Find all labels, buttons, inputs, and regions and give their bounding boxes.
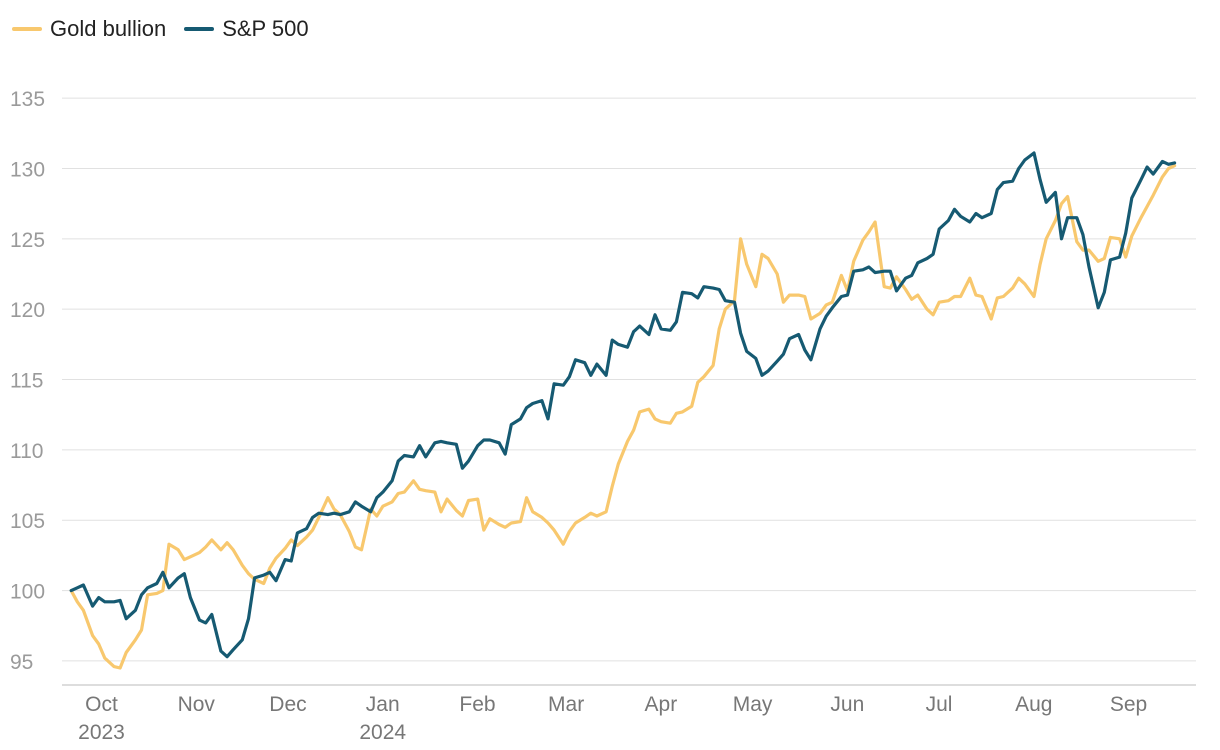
y-tick-label-135: 135 xyxy=(10,88,45,111)
y-tick-label-100: 100 xyxy=(10,581,45,604)
legend-label-gold: Gold bullion xyxy=(50,16,167,41)
series-line-gold-bullion xyxy=(69,164,1177,670)
legend-swatch-sp500 xyxy=(184,27,215,31)
x-tick-label-aug: Aug xyxy=(1015,693,1052,716)
legend-item-gold[interactable]: Gold bullion xyxy=(12,16,166,42)
gridlines xyxy=(62,97,1196,686)
x-tick-label-jan: Jan xyxy=(366,693,400,716)
x-tick-label-dec: Dec xyxy=(269,693,306,716)
x-tick-label-jun: Jun xyxy=(830,693,864,716)
y-tick-label-105: 105 xyxy=(10,510,45,533)
legend: Gold bullion S&P 500 xyxy=(12,16,309,42)
x-tick-label-oct: Oct xyxy=(85,693,118,716)
y-tick-label-125: 125 xyxy=(10,229,45,252)
x-axis-ticks: Oct 2023 Nov Dec Jan 2024 Feb Mar Apr May Jun Jul Au… xyxy=(78,693,1147,744)
x-tick-label-apr: Apr xyxy=(645,693,678,716)
x-tick-label-nov: Nov xyxy=(178,693,216,716)
y-tick-label-130: 130 xyxy=(10,158,45,181)
x-tick-label-sep: Sep xyxy=(1110,693,1147,716)
y-tick-label-115: 115 xyxy=(10,370,43,393)
y-tick-label-95: 95 xyxy=(10,651,33,674)
y-axis-ticks: 95 100 105 110 115 120 125 130 135 xyxy=(10,88,45,674)
legend-label-sp500: S&P 500 xyxy=(222,16,309,41)
legend-swatch-gold xyxy=(12,27,42,31)
x-tick-label-mar: Mar xyxy=(548,693,584,716)
series-lines xyxy=(69,151,1177,670)
x-tick-label-feb: Feb xyxy=(459,693,495,716)
x-tick-label-jul: Jul xyxy=(926,693,953,716)
series-line-sp500 xyxy=(69,151,1177,659)
x-tick-year-2024: 2024 xyxy=(359,721,406,744)
legend-item-sp500[interactable]: S&P 500 xyxy=(184,16,309,42)
y-tick-label-110: 110 xyxy=(10,440,43,463)
y-tick-label-120: 120 xyxy=(10,299,45,322)
x-tick-label-may: May xyxy=(733,693,773,716)
x-tick-year-2023: 2023 xyxy=(78,721,125,744)
